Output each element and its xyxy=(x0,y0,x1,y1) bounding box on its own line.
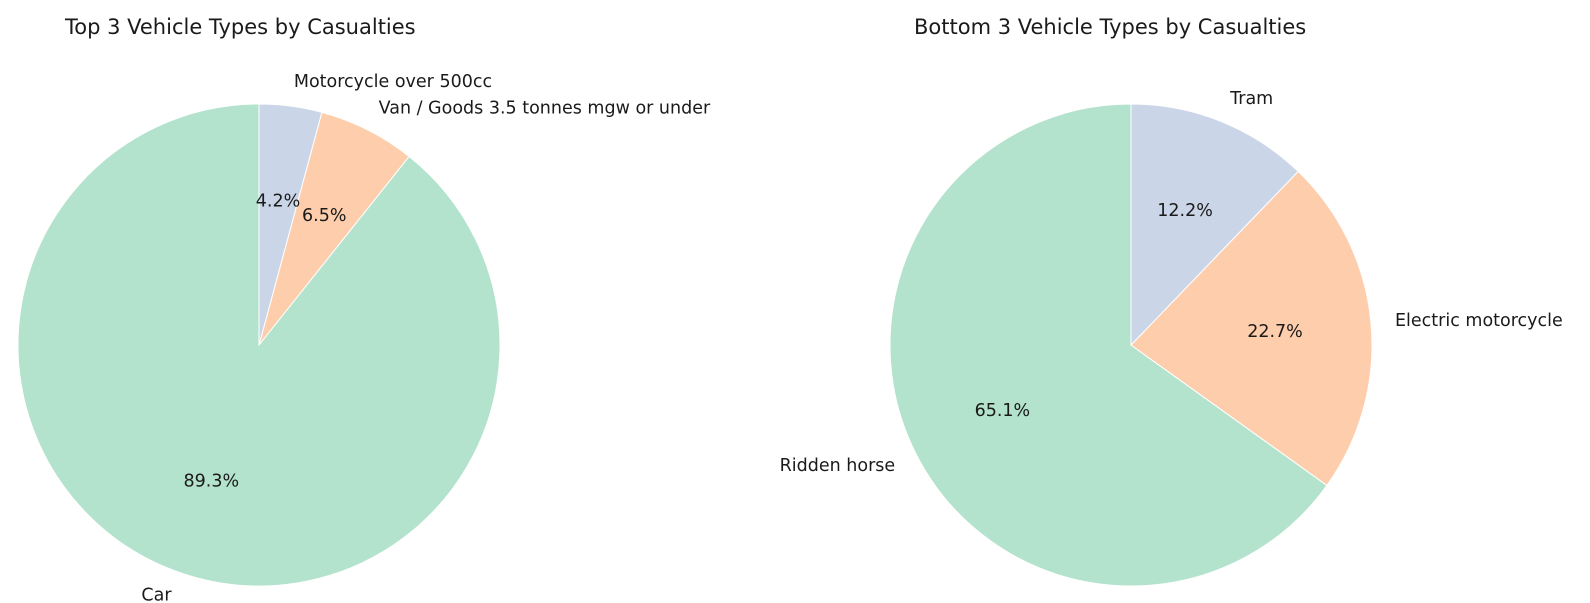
slice-percent-label: 6.5% xyxy=(302,206,346,226)
slice-category-label: Car xyxy=(141,585,172,603)
chart-title: Bottom 3 Vehicle Types by Casualties xyxy=(914,15,1306,39)
slice-category-label: Ridden horse xyxy=(780,456,896,476)
chart-title: Top 3 Vehicle Types by Casualties xyxy=(64,15,416,39)
slice-percent-label: 12.2% xyxy=(1157,201,1213,221)
slice-category-label: Van / Goods 3.5 tonnes mgw or under xyxy=(379,98,711,118)
slice-category-label: Motorcycle over 500cc xyxy=(294,72,492,92)
slice-percent-label: 22.7% xyxy=(1247,322,1303,342)
slice-percent-label: 89.3% xyxy=(184,472,240,492)
slice-category-label: Tram xyxy=(1229,89,1273,109)
pie-slice xyxy=(1130,103,1299,347)
bottom-vehicle-types-pie: Bottom 3 Vehicle Types by Casualties Rid… xyxy=(780,15,1563,587)
pie-slice xyxy=(1130,170,1373,487)
pie-slice xyxy=(889,103,1328,587)
top-vehicle-types-pie: Top 3 Vehicle Types by Casualties Car 89.… xyxy=(17,15,711,603)
slice-percent-label: 65.1% xyxy=(975,401,1031,421)
slice-category-label: Electric motorcycle xyxy=(1395,311,1563,331)
slice-percent-label: 4.2% xyxy=(256,192,300,212)
pie-slice xyxy=(258,103,323,346)
